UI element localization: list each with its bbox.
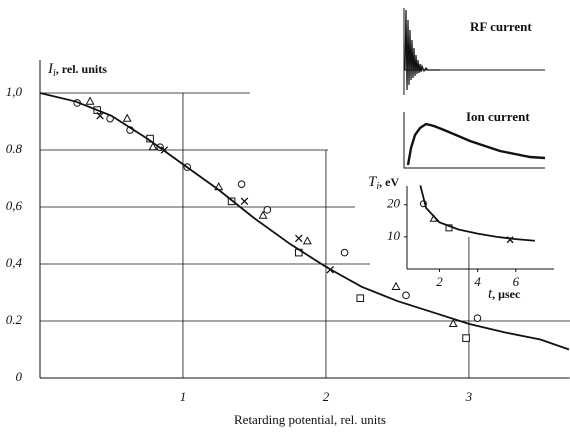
x-tick-label: 1 [180,389,187,404]
y-tick-label: 1,0 [6,84,23,99]
square-point [463,335,470,342]
circle-point [474,315,481,322]
ion-label: Ion current [466,109,530,124]
x-tick-label: 3 [465,389,473,404]
y-tick-label: 0.2 [6,312,23,327]
x-tick-label: 2 [323,389,330,404]
x-axis-label: Retarding potential, rel. units [234,412,386,427]
y-tick-label: 0.8 [6,141,23,156]
circle-point [341,249,348,256]
rf-label: RF current [470,19,532,34]
y-tick-label: 0 [16,369,23,384]
circle-point [403,292,410,299]
figure: RF current Ion current 0 0.2 0,4 0,6 0.8 1,0 1… [0,0,570,432]
x-tick-label: 4 [474,274,481,289]
circle-point [238,181,245,188]
circle-point [264,207,271,214]
label-unit: , μsec [492,287,521,301]
label-unit: , eV [379,175,399,189]
y-tick-label: 0,6 [6,198,23,213]
y-tick-label: 20 [387,196,401,211]
y-tick-label: 10 [387,228,401,243]
square-point [357,295,364,302]
x-tick-label: 2 [436,274,443,289]
label-unit: , rel. units [56,62,107,76]
y-tick-label: 0,4 [6,255,23,270]
x-axis-label: t, μsec [488,286,521,302]
